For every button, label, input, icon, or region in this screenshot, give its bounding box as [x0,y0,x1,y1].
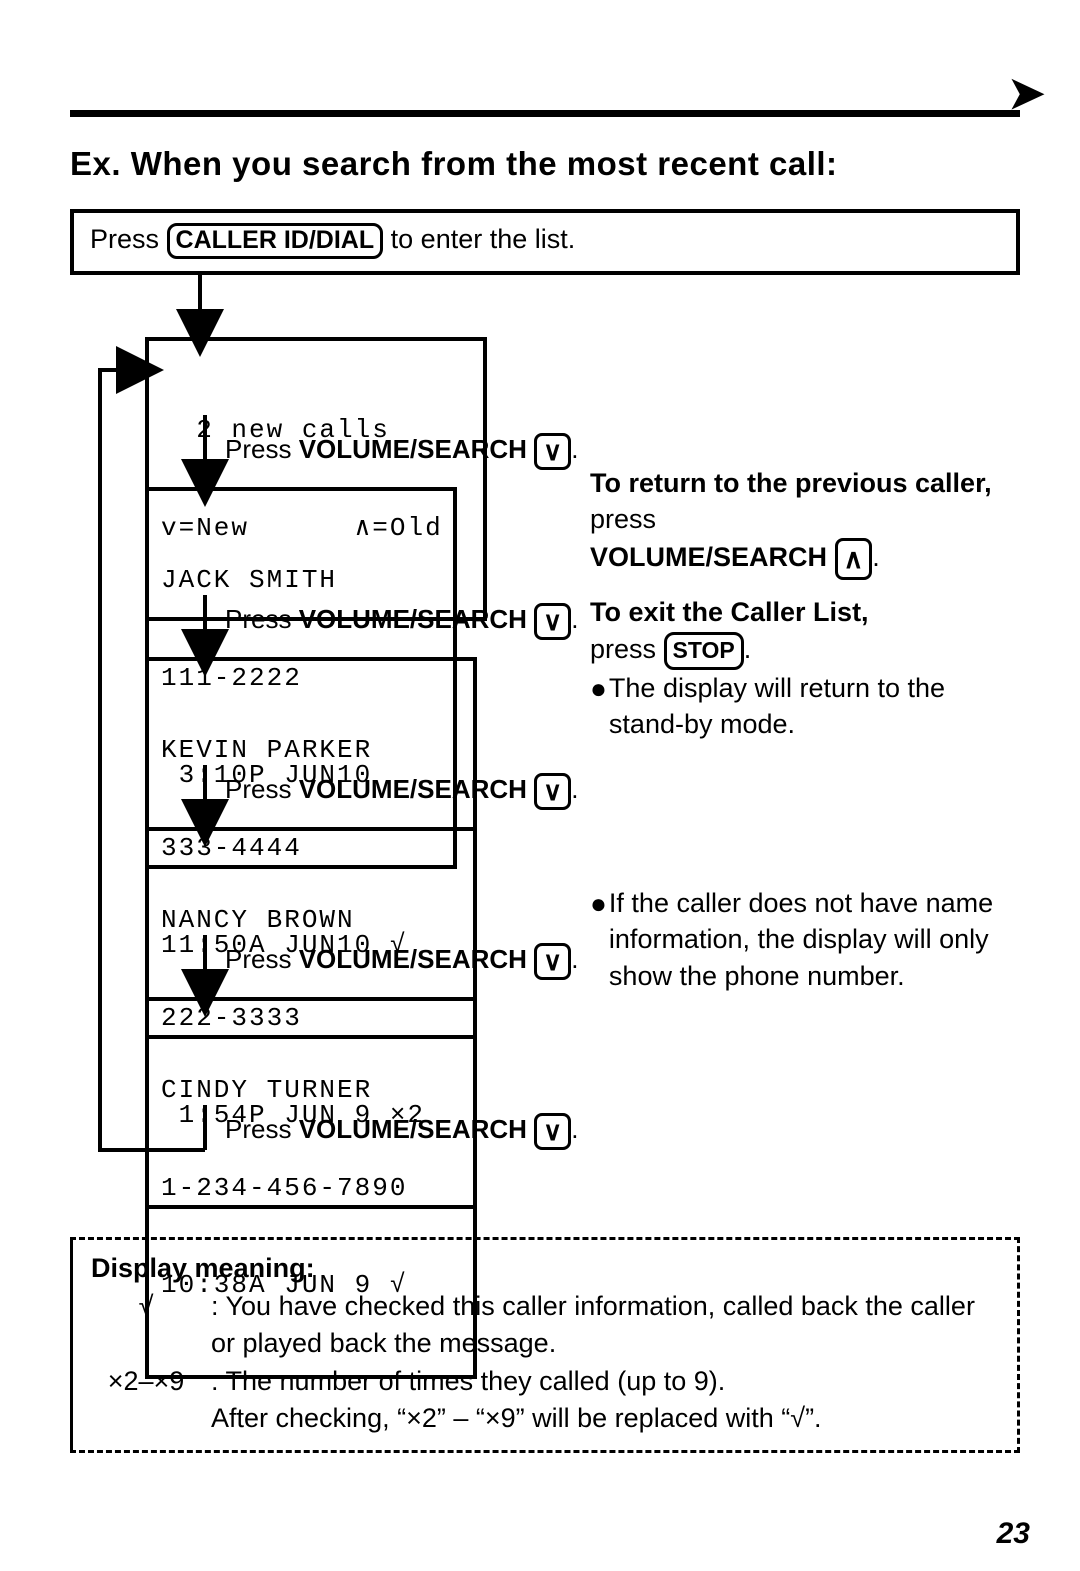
side-note-noname: ● If the caller does not have name infor… [590,885,1020,994]
chev-up-icon[interactable]: ∧ [835,538,873,580]
chev-down-3[interactable]: ∨ [534,943,571,980]
bullet-icon-2: ● [590,885,607,994]
step-label-1: Press VOLUME/SEARCH ∨. [225,603,578,640]
chev-down-2[interactable]: ∨ [534,773,571,810]
chev-down-4[interactable]: ∨ [534,1113,571,1150]
page-marker-icon: ➤ [1008,68,1045,119]
lcd1-line0: JACK SMITH [161,564,441,597]
intro-before: Press [90,224,167,254]
side-note-return: To return to the previous caller, press … [590,465,1020,743]
step-label-0: Press VOLUME/SEARCH ∨. [225,433,578,470]
step-label-3: Press VOLUME/SEARCH ∨. [225,943,578,980]
lcd4-line0: CINDY TURNER [161,1074,461,1107]
caller-id-dial-button[interactable]: CALLER ID/DIAL [167,223,384,259]
lcd3-line0: NANCY BROWN [161,904,461,937]
flowchart: 2 new calls v=New ∧=Old Press VOLUME/SEA… [70,275,1020,1215]
intro-after: to enter the list. [391,224,576,254]
side1-vs: VOLUME/SEARCH [590,542,827,572]
page-number: 23 [997,1517,1030,1551]
side1-line1a: To return to the previous caller, [590,468,992,498]
lcd4-line2: 10:38A JUN 9 √ [161,1269,461,1302]
chev-down-1[interactable]: ∨ [534,603,571,640]
lcd-screen-4: CINDY TURNER 1-234-456-7890 10:38A JUN 9… [145,997,477,1379]
page-title: Ex. When you search from the most recent… [70,145,1020,183]
bullet-icon: ● [590,670,607,743]
lcd2-line0: KEVIN PARKER [161,734,461,767]
stop-button[interactable]: STOP [664,632,744,670]
side1-exit: To exit the Caller List, [590,597,869,627]
step-label-2: Press VOLUME/SEARCH ∨. [225,773,578,810]
side2-bullet: If the caller does not have name informa… [609,885,1020,994]
step-label-4: Press VOLUME/SEARCH ∨. [225,1113,578,1150]
side1-bullet: The display will return to the stand-by … [609,670,1020,743]
top-rule [70,110,1020,117]
chev-down-0[interactable]: ∨ [534,433,571,470]
intro-box: Press CALLER ID/DIAL to enter the list. [70,209,1020,275]
lcd4-line1: 1-234-456-7890 [161,1172,461,1205]
